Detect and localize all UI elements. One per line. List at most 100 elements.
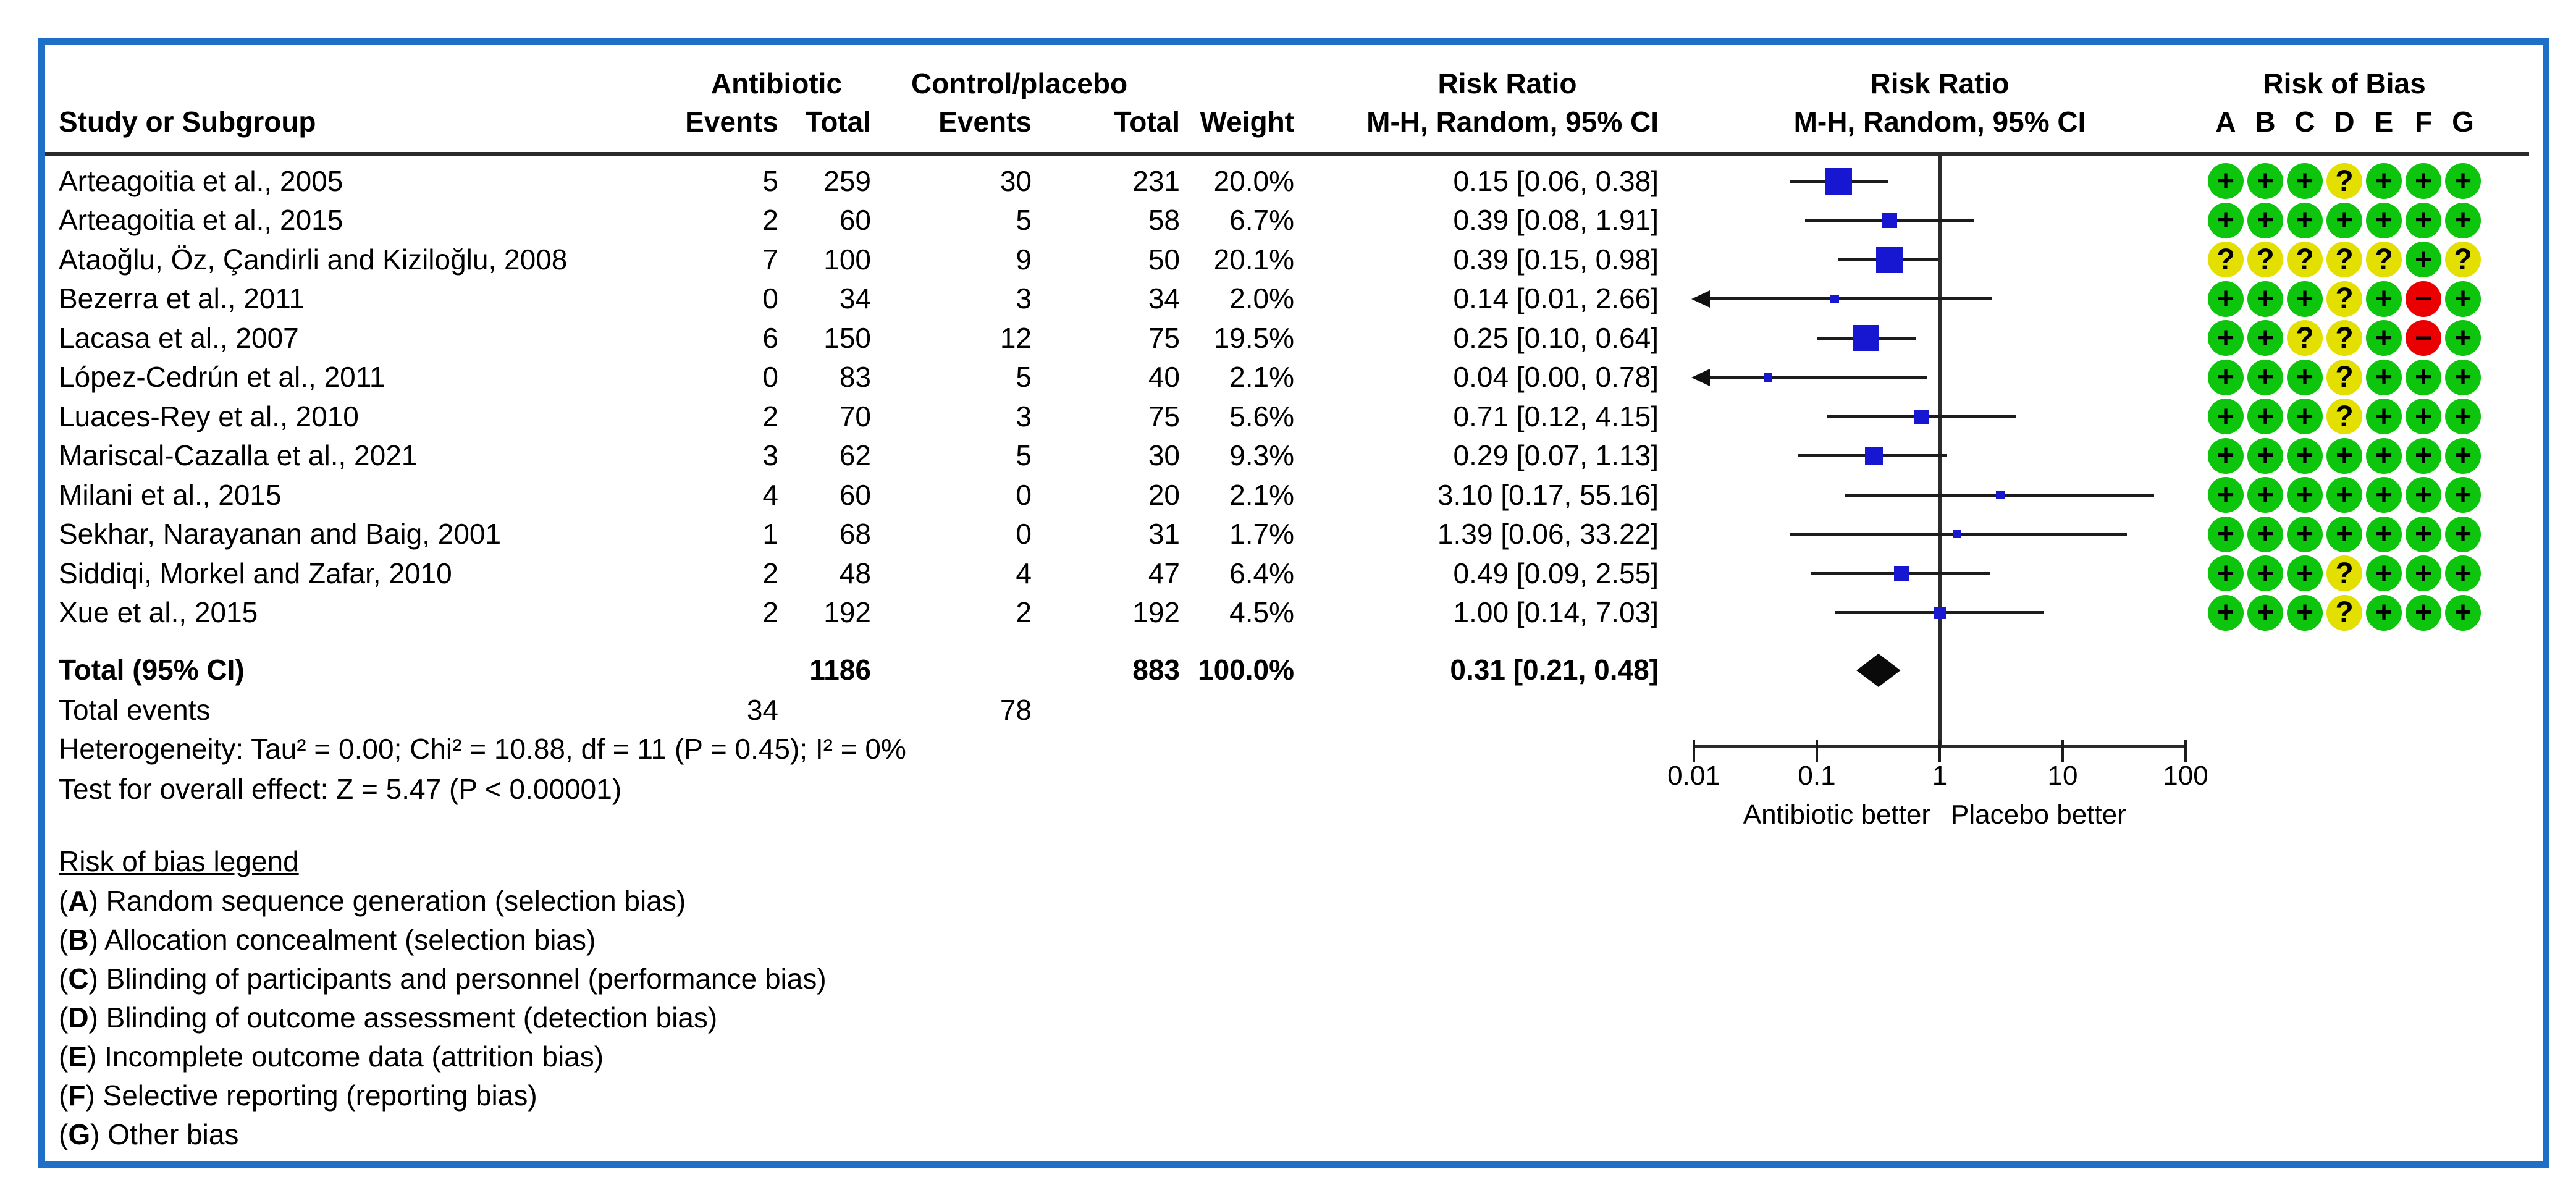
effect-square <box>1934 606 1946 619</box>
rob-circle-D-unclear: ? <box>2326 555 2362 591</box>
rob-legend-item-C: (C) Blinding of participants and personn… <box>59 963 827 995</box>
study-ab-events: 2 <box>762 400 778 432</box>
rob-circle-C-low: + <box>2287 437 2323 474</box>
rob-legend-letter: F <box>68 1079 86 1112</box>
rob-circle-F-high: − <box>2406 320 2441 356</box>
study-c-total: 75 <box>1148 322 1180 354</box>
total-label: Total (95% CI) <box>59 654 245 686</box>
study-rr-ci: 3.10 [0.17, 55.16] <box>1437 479 1659 511</box>
header-rule <box>45 152 2529 156</box>
column-header-study: Study or Subgroup <box>59 106 316 138</box>
rob-circle-A-low: + <box>2208 202 2244 238</box>
axis-left-label: Antibiotic better <box>1743 799 1930 830</box>
total-weight: 100.0% <box>1197 654 1294 686</box>
heterogeneity-text: Heterogeneity: Tau² = 0.00; Chi² = 10.88… <box>59 733 906 765</box>
rob-circle-B-low: + <box>2247 516 2283 552</box>
rob-circle-E-low: + <box>2366 281 2402 317</box>
x-axis-tick-10 <box>2061 740 2064 762</box>
study-name: Mariscal-Cazalla et al., 2021 <box>59 439 418 471</box>
rob-circle-E-low: + <box>2366 516 2402 552</box>
rob-circle-E-low: + <box>2366 163 2402 199</box>
rob-circle-C-low: + <box>2287 202 2323 238</box>
study-c-total: 30 <box>1148 439 1180 471</box>
study-ab-events: 6 <box>762 322 778 354</box>
study-rr-ci: 0.71 [0.12, 4.15] <box>1453 400 1659 432</box>
study-ab-events: 0 <box>762 282 778 314</box>
rob-circle-D-low: + <box>2326 477 2362 513</box>
study-name: Bezerra et al., 2011 <box>59 282 305 314</box>
rob-circle-F-low: + <box>2406 477 2441 513</box>
rob-circle-E-low: + <box>2366 202 2402 238</box>
study-rr-ci: 0.04 [0.00, 0.78] <box>1453 361 1659 393</box>
study-ab-total: 100 <box>823 243 871 276</box>
x-axis-tick-0.01 <box>1693 740 1695 762</box>
rob-circle-D-unclear: ? <box>2326 399 2362 434</box>
column-group-risk-of-bias: Risk of Bias <box>2263 67 2426 99</box>
study-weight: 19.5% <box>1213 322 1294 354</box>
study-c-events: 5 <box>1016 361 1032 393</box>
study-weight: 20.1% <box>1213 243 1294 276</box>
study-ab-events: 5 <box>762 165 778 197</box>
rob-circle-G-unclear: ? <box>2445 242 2481 277</box>
rob-letter-C: C <box>2294 106 2315 138</box>
rob-circle-C-low: + <box>2287 516 2323 552</box>
rob-circle-B-low: + <box>2247 359 2283 395</box>
rob-circle-E-low: + <box>2366 437 2402 474</box>
rob-circle-A-low: + <box>2208 359 2244 395</box>
study-c-total: 75 <box>1148 400 1180 432</box>
study-weight: 6.7% <box>1229 204 1294 236</box>
rob-letter-G: G <box>2452 106 2474 138</box>
effect-square <box>1894 566 1909 581</box>
rob-circle-F-high: − <box>2406 281 2441 317</box>
study-c-events: 3 <box>1016 282 1032 314</box>
rob-circle-B-low: + <box>2247 163 2283 199</box>
rob-legend-text: Blinding of outcome assessment (detectio… <box>106 1002 718 1034</box>
rob-circle-F-low: + <box>2406 555 2441 591</box>
effect-square <box>1914 409 1929 424</box>
rob-circle-A-low: + <box>2208 163 2244 199</box>
study-name: Luaces-Rey et al., 2010 <box>59 400 359 432</box>
rob-circle-B-low: + <box>2247 320 2283 356</box>
rob-legend-text: Allocation concealment (selection bias) <box>104 924 596 956</box>
rob-circle-G-low: + <box>2445 281 2481 317</box>
rob-circle-D-low: + <box>2326 437 2362 474</box>
study-ab-total: 60 <box>839 204 871 236</box>
rob-circle-D-unclear: ? <box>2326 359 2362 395</box>
study-c-events: 9 <box>1016 243 1032 276</box>
rob-circle-B-low: + <box>2247 594 2283 631</box>
study-rr-ci: 0.15 [0.06, 0.38] <box>1453 165 1659 197</box>
study-ab-events: 3 <box>762 439 778 471</box>
total-c-total: 883 <box>1132 654 1180 686</box>
effect-square <box>1825 167 1852 195</box>
rob-legend-item-B: (B) Allocation concealment (selection bi… <box>59 924 596 956</box>
study-c-total: 231 <box>1132 165 1180 197</box>
rob-circle-F-low: + <box>2406 437 2441 474</box>
rob-circle-F-low: + <box>2406 163 2441 199</box>
rob-legend-text: Random sequence generation (selection bi… <box>106 885 686 917</box>
study-name: Milani et al., 2015 <box>59 479 282 511</box>
study-c-total: 192 <box>1132 596 1180 628</box>
rob-legend-text: Other bias <box>107 1118 239 1150</box>
study-name: Arteagoitia et al., 2005 <box>59 165 343 197</box>
total-rr: 0.31 [0.21, 0.48] <box>1450 654 1659 686</box>
column-group-control: Control/placebo <box>911 67 1128 99</box>
study-ab-events: 2 <box>762 204 778 236</box>
study-name: López-Cedrún et al., 2011 <box>59 361 385 393</box>
study-weight: 4.5% <box>1229 596 1294 628</box>
axis-right-label: Placebo better <box>1951 799 2126 830</box>
study-c-total: 34 <box>1148 282 1180 314</box>
study-c-total: 20 <box>1148 479 1180 511</box>
x-axis-tick-100 <box>2184 740 2187 762</box>
rob-letter-B: B <box>2255 106 2276 138</box>
column-group-risk-ratio: Risk Ratio <box>1437 67 1577 99</box>
column-header-method: M-H, Random, 95% CI <box>1366 106 1659 138</box>
effect-square <box>1864 447 1883 465</box>
rob-circle-A-low: + <box>2208 281 2244 317</box>
rob-letter-D: D <box>2334 106 2355 138</box>
study-weight: 1.7% <box>1229 518 1294 550</box>
study-ab-events: 1 <box>762 518 778 550</box>
plot-header-risk-ratio: Risk Ratio <box>1870 67 2010 99</box>
column-group-antibiotic: Antibiotic <box>710 67 843 99</box>
study-c-events: 0 <box>1016 518 1032 550</box>
